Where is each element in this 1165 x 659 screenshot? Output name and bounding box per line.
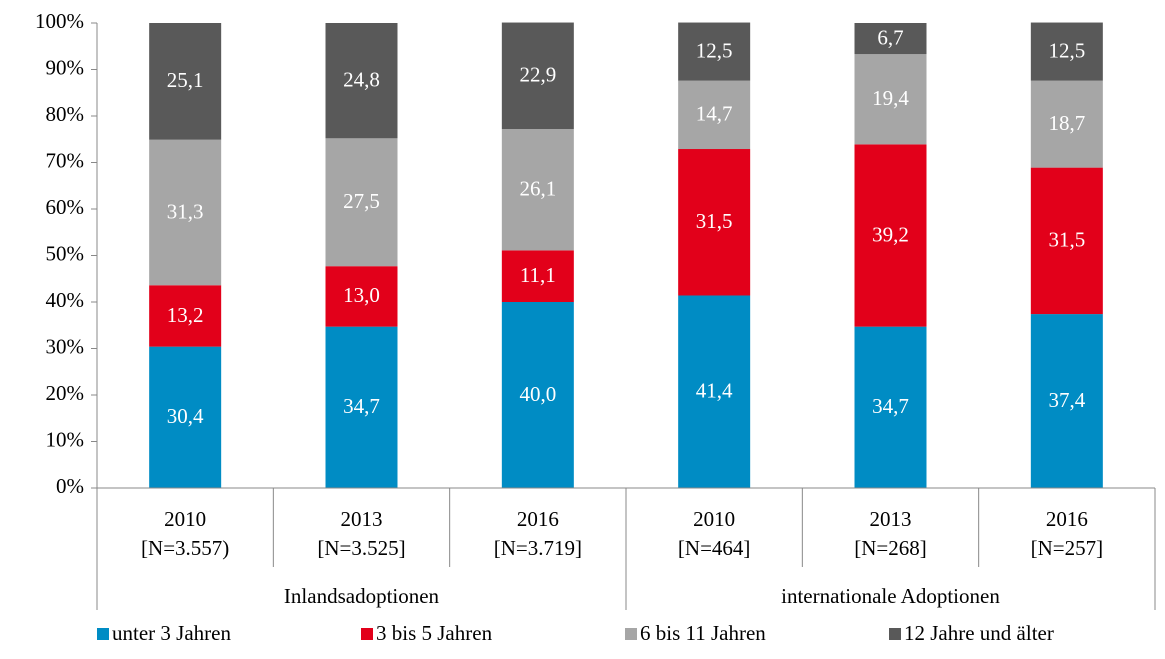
x-tick-label: 2016 <box>1046 507 1088 531</box>
legend-swatch <box>625 628 637 640</box>
x-tick-label: 2016 <box>517 507 559 531</box>
bar-segment <box>1030 80 1103 168</box>
x-tick-label: [N=464] <box>678 536 751 560</box>
bar-segment <box>854 23 927 55</box>
legend-label: 12 Jahre und älter <box>904 621 1054 645</box>
data-label: 12,5 <box>1048 38 1085 62</box>
x-tick-label: [N=3.525] <box>317 536 405 560</box>
y-tick-label: 40% <box>46 288 85 312</box>
x-tick-label: 2010 <box>164 507 206 531</box>
data-label: 34,7 <box>343 394 380 418</box>
y-tick-label: 50% <box>46 241 85 265</box>
bar-segment <box>149 139 222 286</box>
bar-segment <box>854 144 927 327</box>
bar-segment <box>1030 167 1103 315</box>
legend-swatch <box>361 628 373 640</box>
data-label: 13,0 <box>343 283 380 307</box>
x-tick-label: [N=268] <box>854 536 927 560</box>
bar-segment <box>325 23 398 139</box>
bar-segment <box>501 250 574 302</box>
legend-swatch <box>97 628 109 640</box>
x-tick-label: [N=3.719] <box>494 536 582 560</box>
group-label: internationale Adoptionen <box>781 584 1000 608</box>
data-label: 27,5 <box>343 189 380 213</box>
bar-segment <box>678 22 751 81</box>
bar-segment <box>678 149 751 296</box>
data-label: 24,8 <box>343 67 380 91</box>
bar-segment <box>1030 314 1103 488</box>
y-tick-label: 90% <box>46 55 85 79</box>
legend-label: 3 bis 5 Jahren <box>376 621 493 645</box>
data-label: 31,5 <box>1048 228 1085 252</box>
bar-segment <box>149 346 222 488</box>
bar-segment <box>325 138 398 267</box>
data-label: 13,2 <box>167 303 204 327</box>
x-tick-label: [N=257] <box>1031 536 1104 560</box>
bar-segment <box>854 326 927 488</box>
data-label: 6,7 <box>877 25 903 49</box>
x-tick-label: [N=3.557) <box>141 536 229 560</box>
data-label: 19,4 <box>872 86 909 110</box>
bar-segment <box>501 302 574 488</box>
x-tick-label: 2010 <box>693 507 735 531</box>
legend-label: unter 3 Jahren <box>112 621 231 645</box>
bar-segment <box>501 22 574 130</box>
bar-segment <box>325 266 398 327</box>
y-tick-label: 60% <box>46 195 85 219</box>
data-label: 12,5 <box>696 38 733 62</box>
x-tick-label: 2013 <box>870 507 912 531</box>
y-tick-label: 100% <box>35 9 84 33</box>
data-label: 39,2 <box>872 222 909 246</box>
data-label: 31,3 <box>167 199 204 223</box>
y-tick-label: 10% <box>46 427 85 451</box>
data-label: 37,4 <box>1048 388 1085 412</box>
data-label: 14,7 <box>696 102 733 126</box>
data-label: 25,1 <box>167 68 204 92</box>
data-label: 31,5 <box>696 209 733 233</box>
y-tick-label: 30% <box>46 334 85 358</box>
group-label: Inlandsadoptionen <box>284 584 440 608</box>
data-label: 34,7 <box>872 394 909 418</box>
y-tick-label: 20% <box>46 381 85 405</box>
data-label: 30,4 <box>167 404 204 428</box>
bar-segment <box>854 54 927 145</box>
bar-segment <box>501 129 574 251</box>
x-tick-label: 2013 <box>341 507 383 531</box>
legend-swatch <box>889 628 901 640</box>
legend-label: 6 bis 11 Jahren <box>640 621 766 645</box>
y-tick-label: 70% <box>46 148 85 172</box>
y-tick-label: 0% <box>56 474 84 498</box>
data-label: 41,4 <box>696 379 733 403</box>
bar-segment <box>149 285 222 347</box>
data-label: 26,1 <box>519 177 556 201</box>
bar-segment <box>325 326 398 488</box>
y-tick-label: 80% <box>46 102 85 126</box>
bar-segment <box>678 80 751 150</box>
bar-segment <box>149 23 222 140</box>
data-label: 22,9 <box>519 63 556 87</box>
bar-segment <box>678 295 751 488</box>
data-label: 18,7 <box>1048 111 1085 135</box>
data-label: 11,1 <box>520 263 556 287</box>
data-label: 40,0 <box>519 382 556 406</box>
bar-segment <box>1030 22 1103 81</box>
